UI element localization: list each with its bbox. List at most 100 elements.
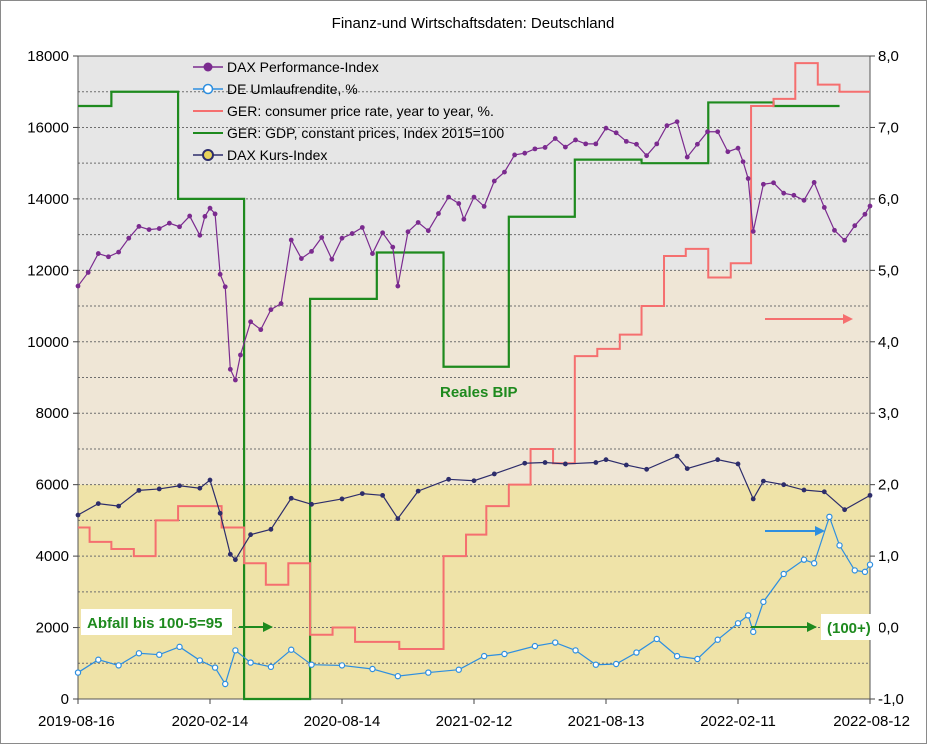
dax-performance-series-point: [522, 150, 528, 156]
y-right-tick-label: 5,0: [878, 262, 899, 279]
dax-performance-series-point: [187, 213, 193, 219]
umlaufrendite-series-point: [338, 662, 346, 669]
dax-performance-series-point: [395, 283, 401, 289]
dax-performance-series-point: [425, 228, 431, 234]
dax-performance-series-point: [725, 149, 731, 155]
dax-performance-series-point: [126, 235, 132, 241]
y-left-tick-label: 18000: [27, 48, 69, 65]
dax-performance-series-point: [461, 216, 467, 222]
y-right-tick-label: 1,0: [878, 548, 899, 565]
dax-kurs-series-point: [380, 492, 386, 498]
axis-layer: 0 2000 4000 6000 8000 10000 12000 14000 16000 180…: [27, 48, 910, 730]
x-tick-label: 2022-08-12: [833, 713, 910, 730]
dax-performance-series-point: [821, 205, 827, 210]
dax-performance-series-point: [288, 237, 294, 243]
y-left-tick-label: 8000: [36, 405, 69, 422]
dax-kurs-series-point: [674, 453, 680, 459]
dax-performance-series-point: [359, 225, 365, 230]
dax-performance-series-point: [390, 244, 396, 250]
umlaufrendite-series-point: [480, 652, 488, 660]
dax-performance-series-point: [491, 178, 497, 184]
umlaufrendite-series-point: [714, 636, 721, 643]
y-right-tick-label: 6,0: [878, 191, 899, 208]
annotation-abfall-box: [81, 609, 232, 635]
annotation-100plus-box: [821, 614, 879, 640]
umlaufrendite-series-point: [592, 661, 600, 668]
umlaufrendite-series-point: [633, 649, 640, 656]
arrow-abfall: [239, 622, 273, 632]
chart-title: Finanz-und Wirtschaftsdaten: Deutschland: [332, 15, 615, 32]
legend-label-gdp: GER: GDP, constant prices, Index 2015=10…: [227, 125, 504, 141]
dax-kurs-series-point: [75, 512, 81, 518]
dax-performance-series-point: [740, 159, 746, 165]
dax-performance-series-point: [481, 203, 487, 209]
dax-performance-series-point: [644, 153, 650, 159]
dax-performance-series-point: [654, 141, 660, 147]
dax-kurs-series-point: [842, 507, 848, 513]
dax-performance-series-point: [715, 129, 721, 135]
dax-kurs-series-point: [415, 488, 421, 494]
dax-kurs-series-point: [339, 496, 345, 502]
dax-performance-series-point: [156, 226, 162, 231]
dax-performance-series-point: [222, 284, 228, 290]
umlaufrendite-series-point: [135, 650, 143, 657]
legend-entry-umlaufrendite: DE Umlaufrendite, %: [193, 81, 358, 97]
umlaufrendite-series-point: [74, 669, 82, 676]
umlaufrendite-series-point: [95, 656, 102, 663]
dax-performance-series-point: [95, 251, 101, 256]
dax-kurs-series-point: [867, 492, 873, 498]
umlaufrendite-series-point: [851, 567, 858, 574]
umlaufrendite-series-point: [750, 628, 757, 636]
dax-performance-series-point: [745, 176, 751, 181]
legend-label-cpi: GER: consumer price rate, year to year, …: [227, 103, 494, 119]
umlaufrendite-series-point: [531, 642, 539, 650]
dax-performance-series-point: [562, 144, 568, 150]
dax-kurs-series-point: [288, 495, 294, 501]
dax-performance-series-point: [197, 232, 203, 238]
dax-kurs-series-point: [684, 466, 690, 471]
dax-performance-series-point: [309, 249, 314, 254]
dax-performance-series-point: [349, 231, 355, 236]
dax-performance-series-point: [811, 180, 817, 185]
dax-kurs-series-point: [801, 487, 807, 493]
dax-performance-series-point: [512, 152, 518, 158]
dax-performance-series-point: [436, 211, 441, 216]
umlaufrendite-series-point: [800, 556, 808, 563]
dax-performance-series-point: [75, 283, 81, 289]
dax-performance-series-point: [85, 270, 91, 275]
dax-kurs-series-point: [781, 482, 787, 488]
umlaufrendite-series-point: [780, 570, 787, 578]
dax-performance-series-point: [735, 145, 741, 151]
dax-performance-series-point: [781, 190, 787, 196]
dax-performance-series-point: [593, 141, 599, 147]
dax-performance-series-point: [532, 146, 538, 152]
dax-performance-series-point: [329, 256, 335, 262]
dax-performance-series-point: [771, 180, 776, 186]
umlaufrendite-series-point: [760, 598, 767, 606]
dax-kurs-series-point: [95, 501, 101, 506]
umlaufrendite-series-point: [222, 680, 229, 688]
dax-kurs-series-point: [395, 516, 401, 522]
dax-performance-series-point: [542, 145, 548, 150]
dax-performance-series-point: [106, 254, 111, 260]
dax-kurs-series-point: [248, 532, 254, 538]
umlaufrendite-series-point: [308, 661, 315, 668]
dax-kurs-series-point: [644, 466, 650, 472]
arrow-cpi-right-axis: [765, 314, 853, 324]
dax-performance-series-point: [684, 154, 690, 160]
dax-performance-series-point: [212, 211, 218, 217]
dax-kurs-series-point: [156, 486, 162, 492]
y-right-tick-label: 3,0: [878, 405, 899, 422]
y-right-tick-label: 0,0: [878, 620, 899, 637]
x-tick-label: 2021-08-13: [568, 713, 645, 730]
dax-performance-series-point: [862, 211, 868, 217]
cpi-series-line: [78, 62, 870, 650]
umlaufrendite-series-point: [826, 513, 833, 521]
annotation-100plus: (100+): [827, 620, 871, 637]
dax-kurs-series-point: [177, 483, 182, 489]
dax-performance-series-point: [146, 227, 152, 233]
legend-entry-gdp: GER: GDP, constant prices, Index 2015=10…: [193, 125, 504, 141]
umlaufrendite-series-point: [673, 652, 681, 660]
